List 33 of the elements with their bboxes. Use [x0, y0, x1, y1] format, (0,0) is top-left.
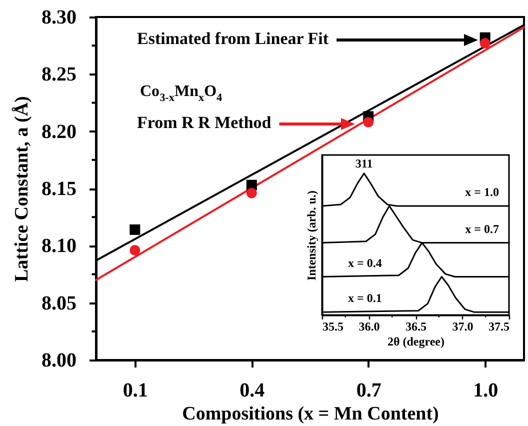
x-tick-label: 36.0 [358, 320, 380, 334]
x-tick-label: 36.5 [406, 320, 426, 334]
annotation: Co$_{3-x}$Mn$_{x}$O$_{4}$ [140, 82, 223, 104]
point [363, 116, 374, 128]
y-tick-label: 8.30 [42, 6, 76, 28]
series-label: x = 0.7 [465, 222, 499, 236]
annotation: Estimated from Linear Fit [137, 28, 329, 48]
annotation: From R R Method [137, 112, 272, 132]
x-axis-title: 2θ (degree) [387, 334, 445, 348]
x-tick-label: 0.1 [122, 380, 148, 402]
point [130, 224, 140, 235]
x-tick-label: 1.0 [473, 380, 498, 402]
series-label: x = 0.1 [348, 291, 382, 306]
x-axis-title: Compositions (x = Mn Content) [182, 404, 439, 424]
y-tick-label: 8.05 [42, 292, 76, 314]
y-tick-label: 8.00 [42, 350, 76, 372]
x-tick-label: 37.5 [488, 320, 510, 334]
series-label: x = 1.0 [465, 184, 499, 199]
series-label: x = 0.4 [348, 256, 382, 270]
point [480, 38, 490, 49]
y-axis-title: Lattice Constant, a (Å) [12, 96, 32, 282]
point [246, 188, 257, 198]
y-tick-label: 8.10 [42, 235, 76, 258]
x-tick-label: 35.5 [322, 320, 344, 334]
y-tick-label: 8.20 [42, 120, 76, 143]
x-tick-label: 0.4 [240, 380, 265, 402]
x-tick-label: 0.7 [356, 380, 382, 402]
annotation: 311 [355, 156, 373, 170]
y-axis-title: Intensity (arb. u.) [304, 190, 318, 281]
point [130, 245, 140, 256]
y-tick-label: 8.25 [42, 64, 76, 86]
y-tick-label: 8.15 [42, 178, 76, 200]
x-tick-label: 37.0 [452, 320, 474, 334]
